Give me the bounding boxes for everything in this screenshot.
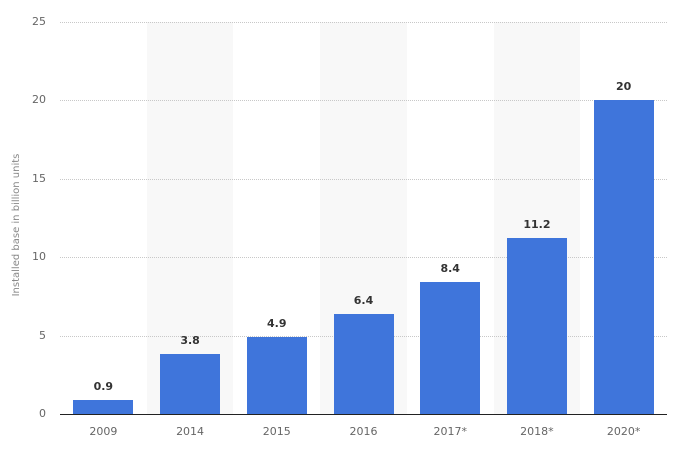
bar-2017-forecast[interactable] [420, 282, 481, 414]
x-tick-label: 2018* [520, 425, 554, 438]
x-tick-label: 2020* [606, 425, 641, 438]
value-label: 6.4 [353, 293, 374, 307]
value-label: 11.2 [523, 218, 551, 232]
y-tick-label: 5 [39, 328, 46, 342]
y-tick-label: 25 [32, 15, 46, 28]
gridline [60, 100, 667, 102]
y-tick-label: 20 [32, 93, 46, 107]
y-axis-title: Installed base in billion units [11, 153, 22, 297]
gridline [60, 22, 667, 23]
bar-2009[interactable] [73, 399, 134, 414]
value-label: 3.8 [180, 334, 200, 348]
value-label: 4.9 [267, 317, 287, 331]
y-tick-label: 15 [32, 171, 46, 185]
bar-2016[interactable] [333, 313, 394, 414]
bar-2020-forecast[interactable] [593, 100, 654, 414]
y-tick-label: 10 [32, 250, 46, 264]
x-tick-label: 2014 [176, 425, 205, 438]
value-label: 0.9 [93, 379, 114, 393]
x-tick-label: 2015 [262, 425, 291, 438]
x-tick-label: 2016 [349, 425, 378, 438]
bar-2014[interactable] [160, 354, 221, 414]
bar-2018-forecast[interactable] [506, 238, 567, 414]
bar-2015[interactable] [246, 337, 307, 414]
x-axis-line [60, 414, 667, 415]
gridline [60, 178, 667, 180]
x-tick-label: 2017* [433, 425, 467, 438]
value-label: 20 [615, 80, 632, 94]
value-label: 8.4 [440, 262, 460, 276]
x-tick-label: 2009 [89, 425, 118, 438]
y-tick-label: 0 [39, 407, 46, 420]
gridline [60, 257, 667, 259]
background-band [146, 22, 234, 414]
